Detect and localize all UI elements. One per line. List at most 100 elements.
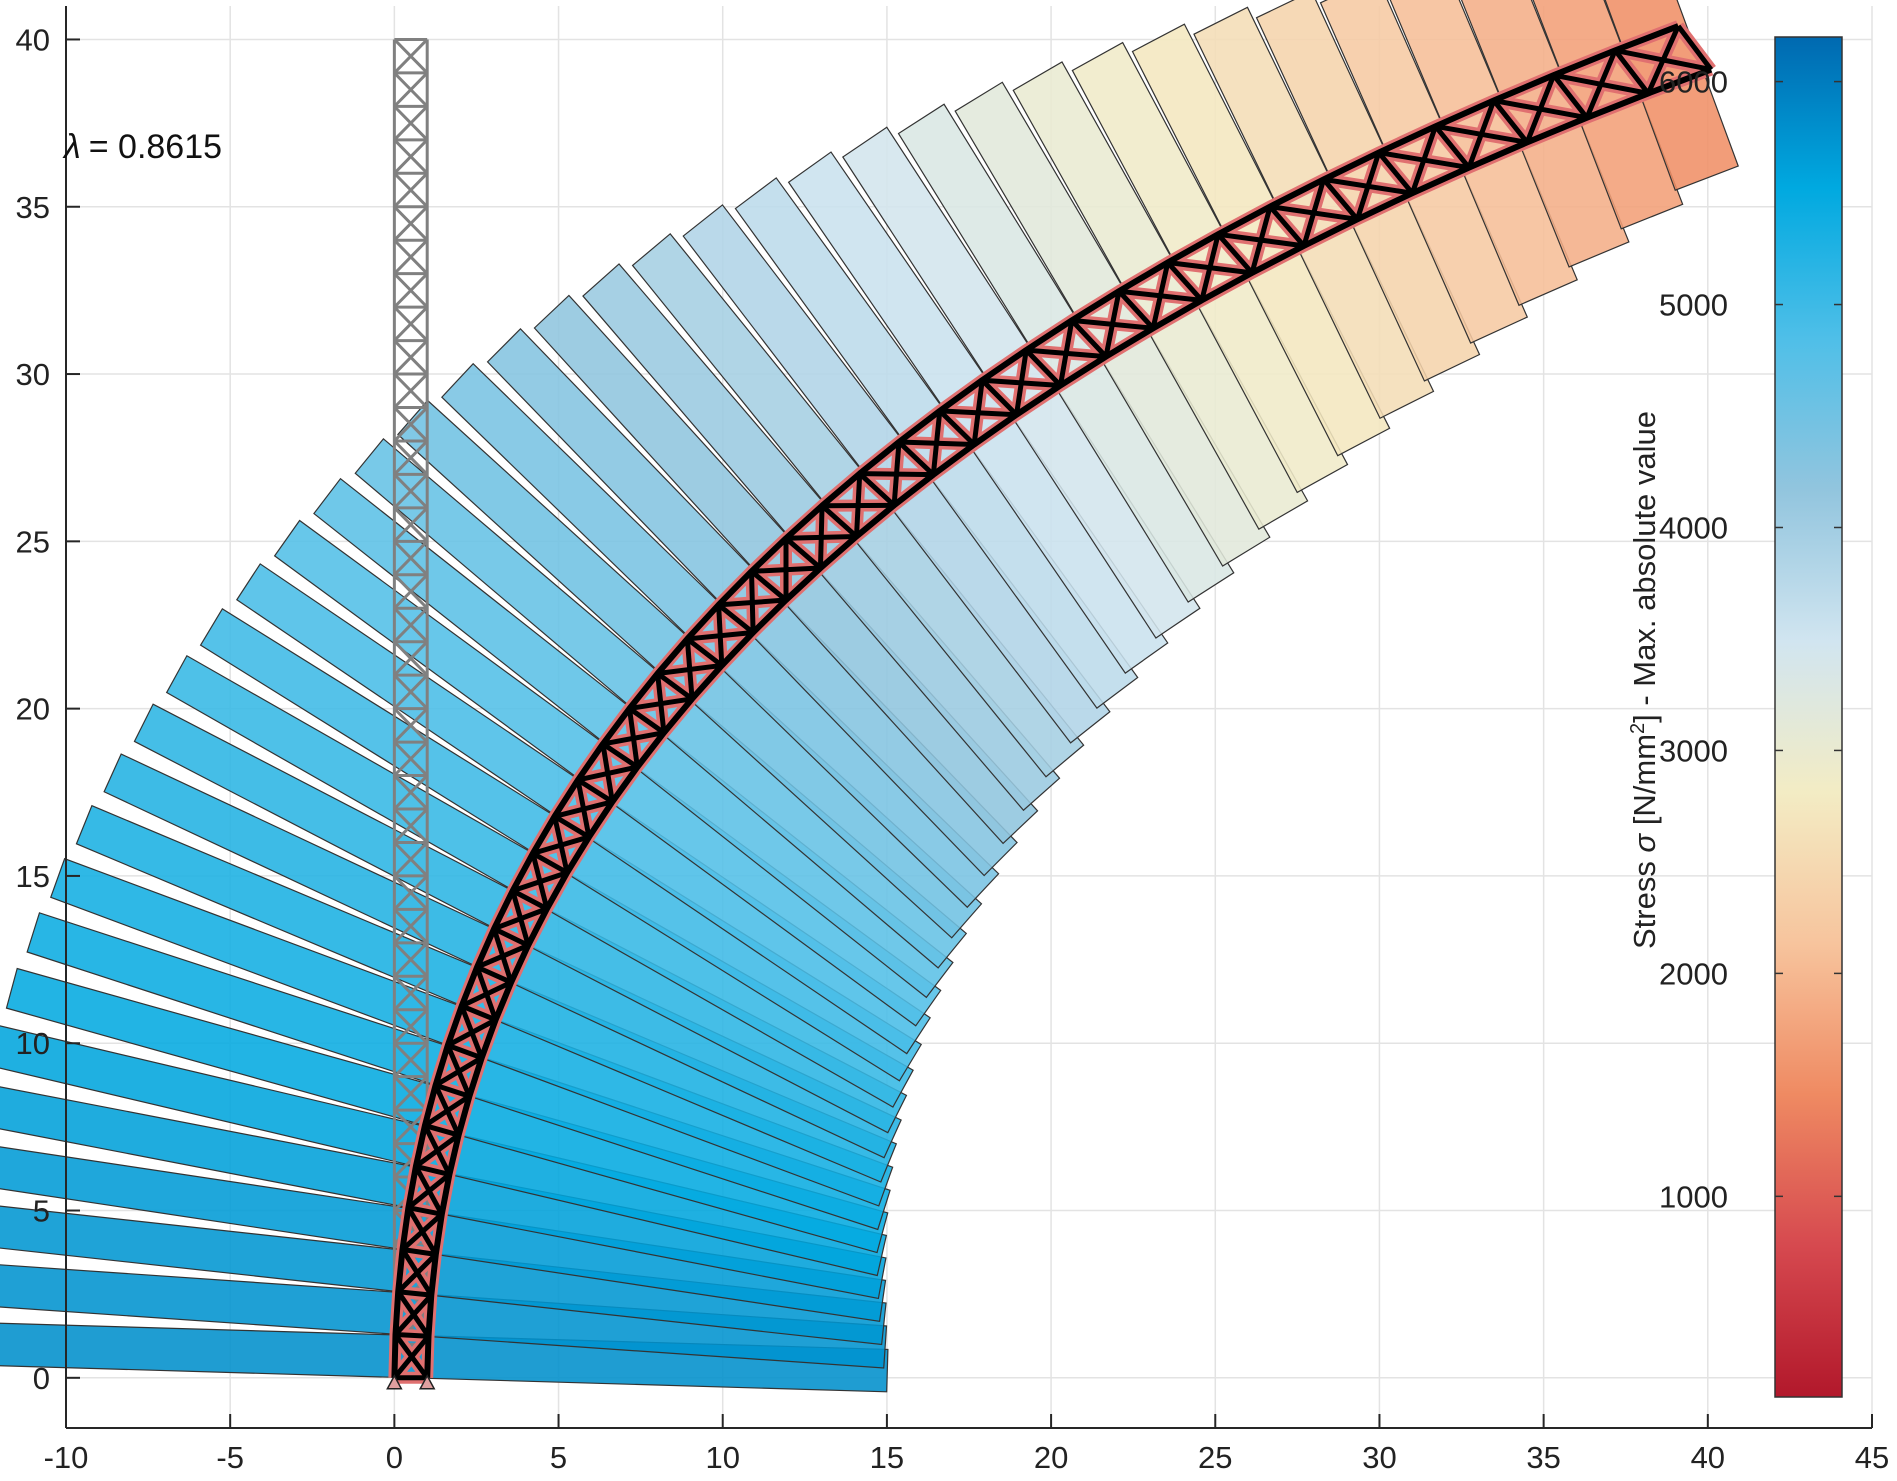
deformed-strut (656, 671, 694, 701)
deformed-diagonal (474, 966, 498, 1021)
undeformed-diagonal (393, 1042, 429, 1078)
x-tick-label: -10 (44, 1440, 89, 1475)
y-tick-label: 5 (33, 1194, 50, 1229)
deformed-strut (980, 378, 1019, 417)
undeformed-diagonal (393, 239, 429, 275)
undeformed-diagonal (393, 674, 429, 710)
colorbar-ticks: 1000 2000 3000 4000 5000 6000 (1659, 65, 1842, 1214)
deformed-diagonal (1014, 349, 1029, 416)
colorbar-tick-label: 6000 (1659, 65, 1728, 100)
x-tick-label: 45 (1855, 1440, 1889, 1475)
deformed-diagonal (413, 1165, 445, 1216)
undeformed-diagonal (393, 71, 429, 108)
deformed-strut (685, 636, 724, 668)
x-tick-label: 10 (705, 1440, 739, 1475)
stress-bar (0, 1205, 887, 1346)
deformed-strut (460, 1003, 497, 1023)
deformed-strut (1117, 289, 1155, 330)
y-tick-label: 40 (16, 22, 50, 57)
deformed-strut (717, 602, 755, 635)
deformed-strut (424, 1123, 460, 1138)
deformed-strut (1268, 204, 1306, 248)
deformed-strut (511, 888, 549, 911)
undeformed-diagonal (393, 272, 429, 309)
deformed-strut (395, 1332, 429, 1339)
deformed-diagonal (1584, 49, 1618, 119)
undeformed-diagonal (393, 640, 429, 677)
x-tick-label: 35 (1526, 1440, 1560, 1475)
y-tick-label: 35 (16, 190, 50, 225)
deformed-strut (784, 536, 823, 570)
deformed-strut (1491, 98, 1530, 144)
deformed-strut (749, 569, 788, 602)
deformed-diagonal (1199, 233, 1221, 301)
deformed-diagonal (459, 1005, 485, 1059)
undeformed-diagonal (393, 975, 429, 1011)
deformed-strut (434, 1082, 471, 1099)
y-tick-label: 20 (16, 692, 50, 727)
deformed-diagonal (971, 379, 985, 445)
tick-labels: -10 -5 0 5 10 15 20 25 30 35 40 45 0 5 10 15 20 25 30 35 40 (16, 22, 1890, 1475)
colorbar-tick-label: 1000 (1659, 1179, 1728, 1214)
undeformed-diagonal (393, 473, 429, 509)
deformed-strut (1376, 150, 1415, 195)
deformed-diagonal (930, 410, 943, 475)
deformed-strut (446, 1043, 483, 1061)
deformed-left-chord (391, 23, 1680, 1378)
colorbar-gradient (1774, 36, 1843, 1398)
x-tick-label: 40 (1691, 1440, 1725, 1475)
y-tick-label: 0 (33, 1361, 50, 1396)
undeformed-diagonal (393, 774, 429, 811)
undeformed-diagonal (393, 205, 429, 242)
deformed-diagonal (891, 441, 902, 506)
deformed-strut (1070, 318, 1108, 359)
deformed-diagonal (1103, 290, 1122, 358)
undeformed-diagonal (393, 1008, 429, 1045)
deformed-diagonal (1354, 151, 1382, 221)
x-tick-label: 30 (1362, 1440, 1396, 1475)
y-tick-label: 15 (16, 859, 50, 894)
undeformed-diagonal (393, 138, 429, 175)
deformed-strut (1433, 124, 1471, 170)
deformed-diagonal (1249, 205, 1273, 274)
deformed-diagonal (600, 743, 615, 803)
y-tick-label: 10 (16, 1026, 50, 1061)
deformed-strut (397, 1289, 432, 1298)
deformed-diagonal (1409, 125, 1438, 195)
deformed-diagonal (406, 1206, 438, 1256)
undeformed-diagonal (393, 941, 429, 978)
deformed-diagonal (716, 604, 725, 666)
deformed-strut (407, 1205, 443, 1217)
deformed-strut (1676, 24, 1714, 72)
colorbar-tick-label: 2000 (1659, 956, 1728, 991)
deformed-strut (415, 1163, 450, 1177)
support-icon (386, 1374, 403, 1390)
deformed-diagonal (1466, 99, 1497, 169)
y-tick-label: 25 (16, 524, 50, 559)
colorbar-tick-label: 4000 (1659, 510, 1728, 545)
deformed-diagonal (491, 927, 514, 984)
x-tick-label: 5 (550, 1440, 567, 1475)
x-tick-label: 15 (870, 1440, 904, 1475)
x-tick-label: 20 (1034, 1440, 1068, 1475)
undeformed-diagonal (393, 372, 429, 409)
deformed-diagonal (393, 1333, 430, 1380)
deformed-strut (628, 706, 666, 735)
undeformed-diagonal (393, 1075, 429, 1112)
deformed-diagonal (396, 1290, 431, 1338)
deformed-diagonal (575, 779, 592, 838)
stress-bar (1389, 0, 1578, 307)
stress-bar (0, 1322, 889, 1393)
deformed-strut (1165, 260, 1204, 303)
lambda-annotation: λ = 0.8615 (62, 128, 222, 166)
undeformed-diagonal (393, 306, 429, 342)
colorbar-tick-label: 5000 (1659, 288, 1728, 323)
deformed-strut (858, 471, 896, 508)
deformed-strut (601, 741, 639, 770)
undeformed-diagonal (393, 841, 429, 877)
x-tick-label: 25 (1198, 1440, 1232, 1475)
stress-bars (0, 0, 1739, 1393)
deformed-diagonal (422, 1124, 452, 1176)
deformed-diagonal (530, 852, 550, 910)
